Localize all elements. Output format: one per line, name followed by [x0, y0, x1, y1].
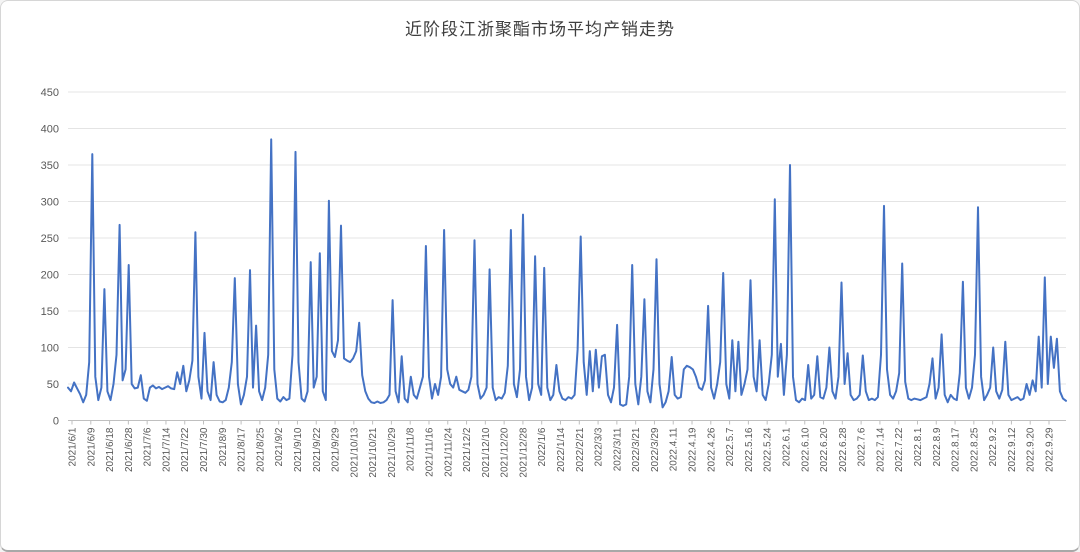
x-tick-label: 2022.5.7 — [725, 427, 736, 466]
x-tick-label: 2022.9.12 — [1007, 427, 1018, 472]
x-tick-label: 2022/3/11 — [612, 427, 623, 471]
x-tick-label: 2021/12/28 — [518, 427, 529, 477]
x-tick-label: 2021/7/22 — [180, 427, 191, 472]
x-tick-label: 2022.8.17 — [951, 427, 962, 472]
x-tick-label: 2022.7.22 — [894, 427, 905, 472]
x-tick-label: 2022/3/21 — [631, 427, 642, 472]
x-tick-label: 2022.8.9 — [932, 427, 943, 466]
x-tick-label: 2021/6/28 — [124, 427, 135, 472]
x-tick-label: 2021/7/14 — [161, 427, 172, 472]
x-tick-label: 2021/6/1 — [68, 427, 79, 466]
y-tick-label: 100 — [41, 343, 59, 355]
x-tick-label: 2021/9/22 — [312, 427, 323, 472]
y-tick-label: 200 — [41, 270, 59, 282]
x-tick-label: 2021/12/20 — [500, 427, 511, 477]
x-tick-label: 2022.6.20 — [819, 427, 830, 472]
x-tick-label: 2021/11/8 — [406, 427, 417, 471]
y-tick-label: 0 — [53, 416, 59, 428]
y-tick-label: 50 — [47, 379, 59, 391]
y-tick-label: 400 — [41, 124, 59, 136]
x-tick-label: 2021/6/9 — [86, 427, 97, 466]
x-tick-label: 2021/11/24 — [443, 427, 454, 477]
x-axis-labels: 2021/6/1 2021/6/9 2021/6/18 2021/6/28 2021/7… — [68, 427, 1056, 477]
gridlines — [68, 91, 1066, 421]
y-tick-label: 350 — [41, 160, 59, 172]
x-tick-label: 2022.4.11 — [669, 427, 680, 471]
y-tick-label: 250 — [41, 233, 59, 245]
x-tick-label: 2021/11/16 — [424, 427, 435, 477]
x-tick-label: 2021/8/25 — [255, 427, 266, 472]
x-tick-label: 2022/3/29 — [650, 427, 661, 472]
x-tick-label: 2022.9.29 — [1045, 427, 1056, 472]
x-tick-label: 2022/1/6 — [537, 427, 548, 466]
x-tick-label: 2021/10/29 — [387, 427, 398, 477]
x-tick-label: 2022/1/14 — [556, 427, 567, 472]
series-line — [67, 138, 1067, 409]
chart-title: 近阶段江浙聚酯市场平均产销走势 — [405, 20, 675, 40]
x-tick-label: 2022.5.24 — [763, 427, 774, 472]
y-tick-label: 450 — [41, 87, 59, 99]
x-tick-label: 2021/6/18 — [105, 427, 116, 472]
x-tick-label: 2022.9.2 — [988, 427, 999, 466]
y-tick-label: 150 — [41, 306, 59, 318]
x-tick-label: 2021/12/10 — [481, 427, 492, 477]
x-tick-label: 2021/9/10 — [293, 427, 304, 472]
x-tick-label: 2022.6.28 — [838, 427, 849, 472]
x-tick-label: 2022.8.25 — [969, 427, 980, 472]
x-axis-ticks — [71, 420, 1050, 425]
x-tick-label: 2022.8.1 — [913, 427, 924, 466]
x-tick-label: 2021/8/9 — [218, 427, 229, 466]
x-tick-label: 2021/9/29 — [331, 427, 342, 472]
x-tick-label: 2022.7.14 — [875, 427, 886, 472]
x-tick-label: 2021/7/30 — [199, 427, 210, 472]
x-tick-label: 2021/12/2 — [462, 427, 473, 472]
x-tick-label: 2022/2/21 — [575, 427, 586, 472]
x-tick-label: 2022.7.6 — [857, 427, 868, 466]
x-tick-label: 2022/3/3 — [594, 427, 605, 466]
x-tick-label: 2022.6.1 — [781, 427, 792, 466]
x-tick-label: 2021/10/21 — [368, 427, 379, 477]
x-tick-label: 2021/7/6 — [143, 427, 154, 466]
x-tick-label: 2022.4.26 — [706, 427, 717, 472]
x-tick-label: 2021/8/17 — [237, 427, 248, 472]
x-tick-label: 2022.4.19 — [688, 427, 699, 472]
x-tick-label: 2021/10/13 — [349, 427, 360, 477]
x-tick-label: 2022.5.16 — [744, 427, 755, 472]
y-tick-label: 300 — [41, 197, 59, 209]
x-tick-label: 2021/9/2 — [274, 427, 285, 466]
x-tick-label: 2022.6.10 — [800, 427, 811, 472]
x-tick-label: 2022.9.20 — [1026, 427, 1037, 472]
y-axis-labels: 0 50 100 150 200 250 300 350 400 450 — [41, 87, 59, 428]
